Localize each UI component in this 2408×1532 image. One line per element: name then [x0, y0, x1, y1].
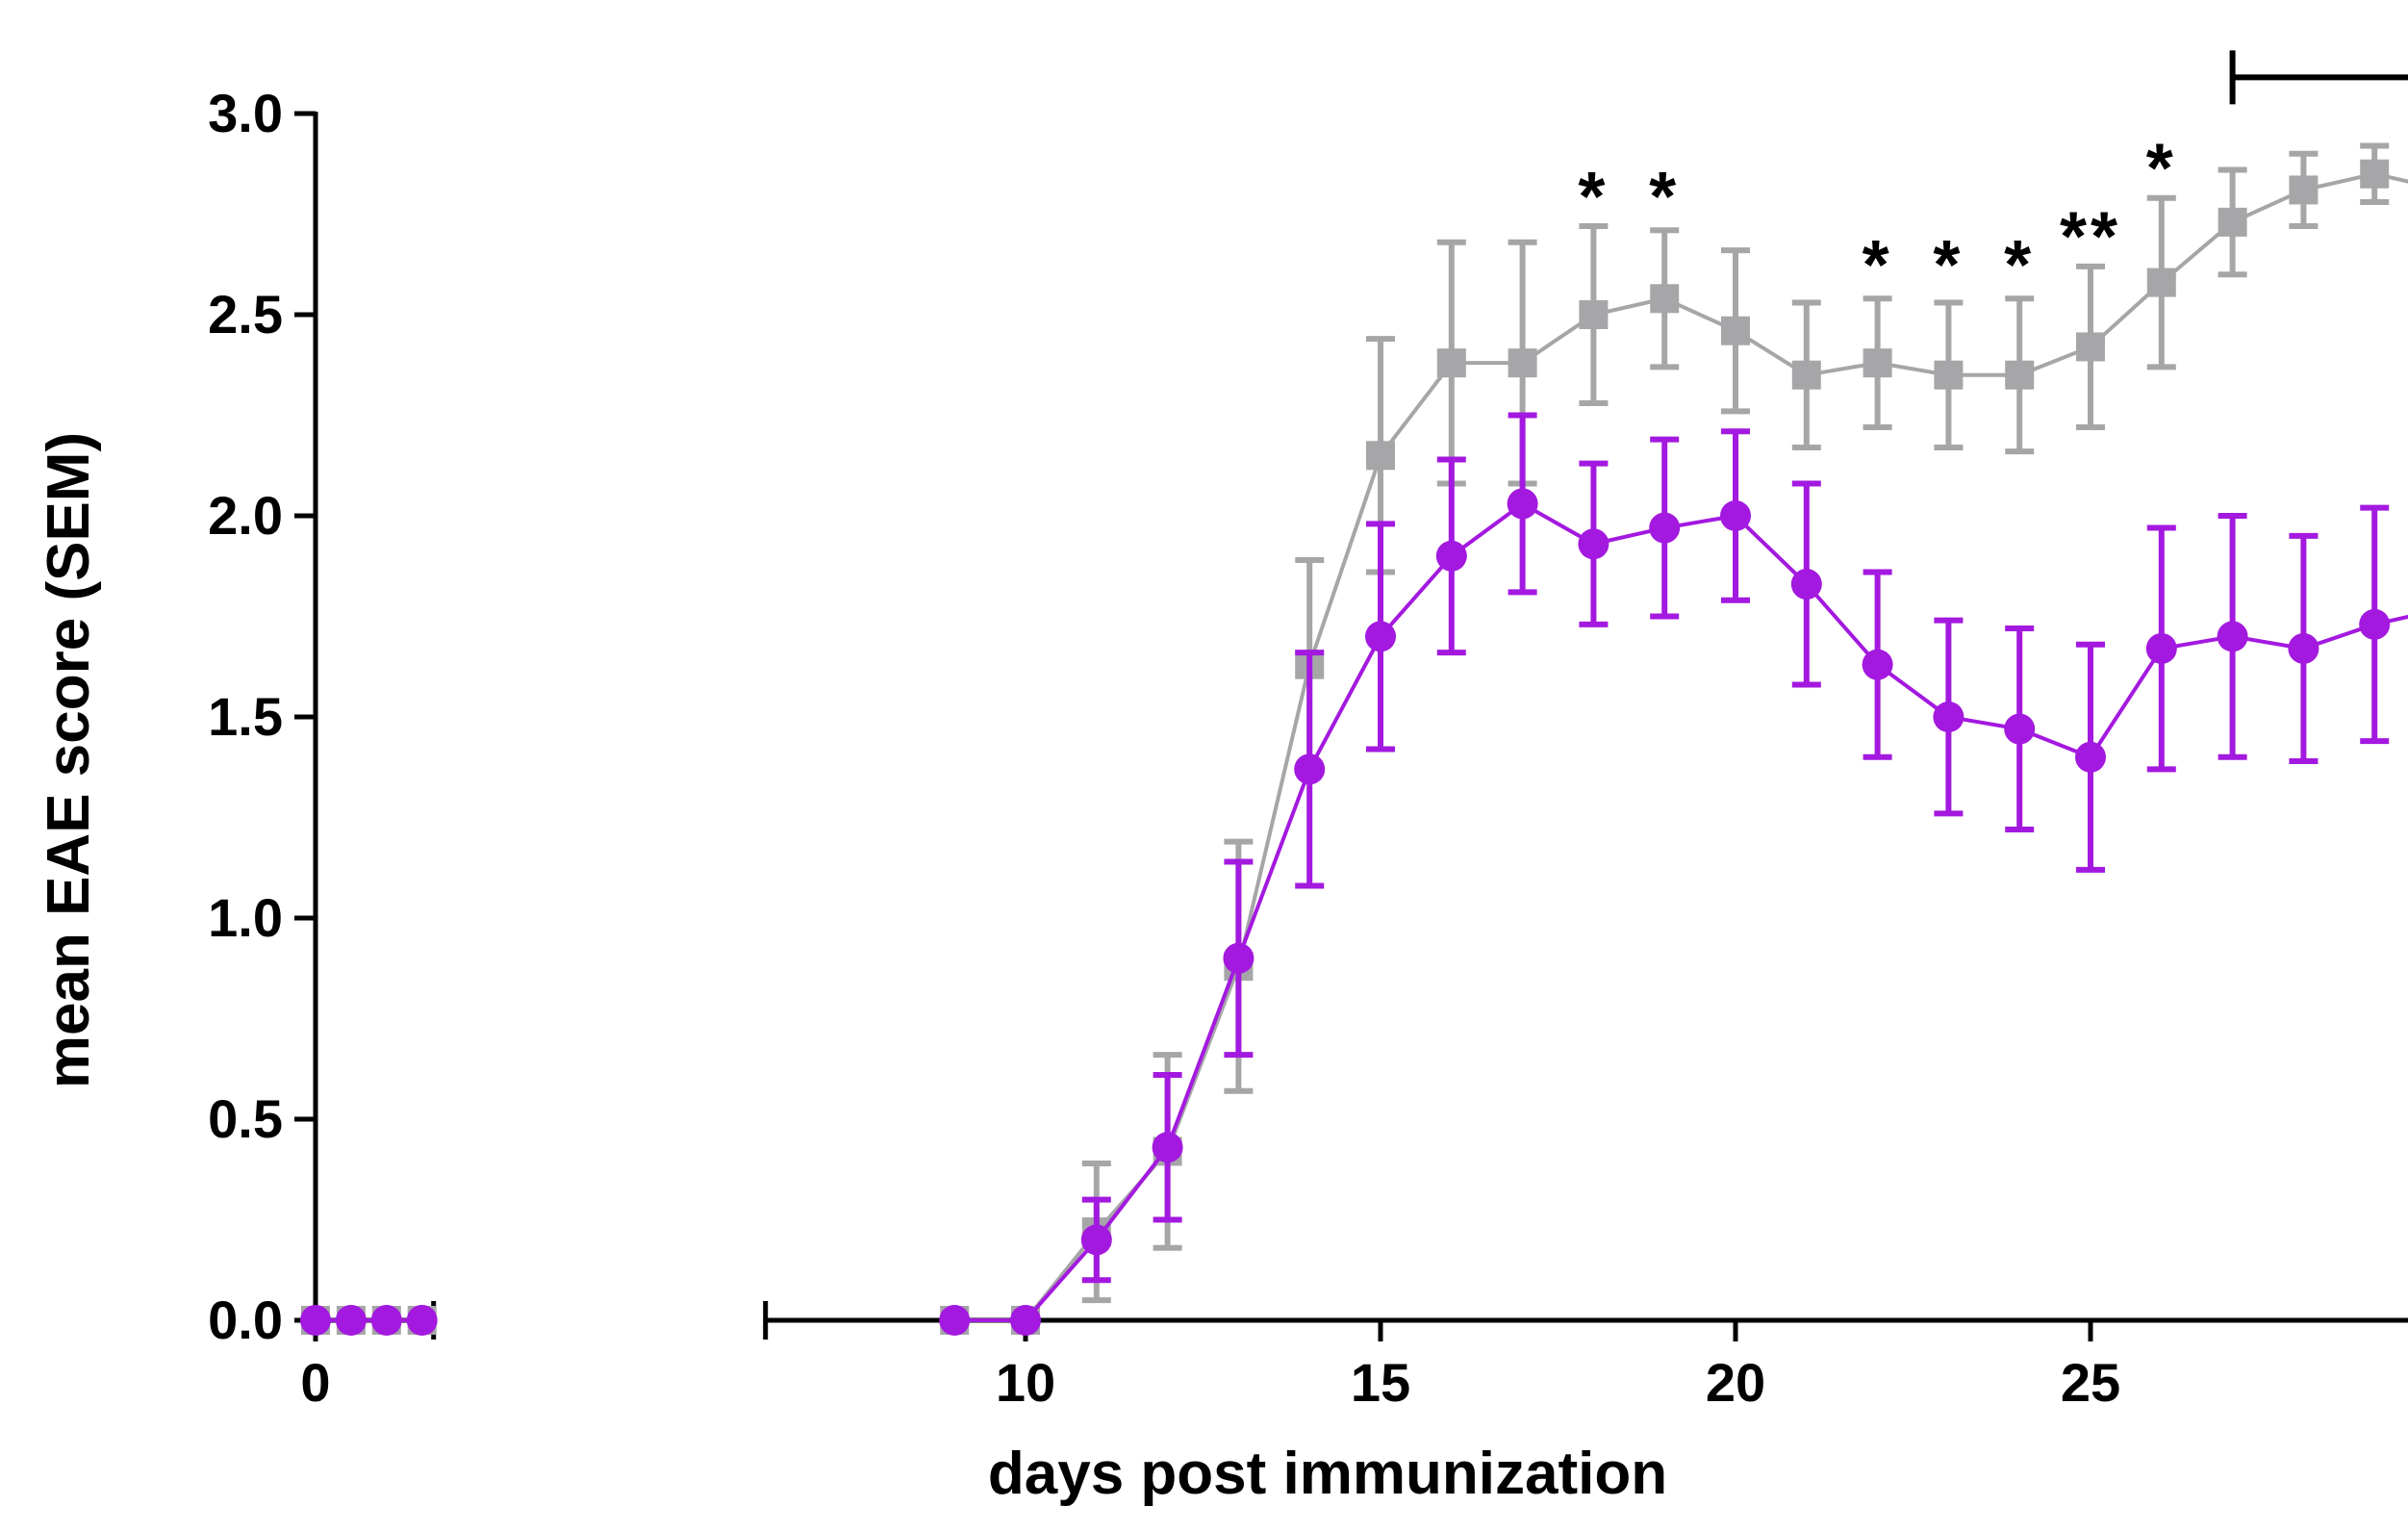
data-point-purple — [300, 1305, 331, 1336]
data-point-purple — [335, 1305, 367, 1336]
data-point-purple — [1010, 1305, 1041, 1336]
series-layer — [300, 142, 2408, 1336]
significance-star: * — [1578, 159, 1609, 236]
data-point-purple — [2145, 632, 2177, 664]
data-point-purple — [406, 1305, 438, 1336]
data-point-purple — [1152, 1132, 1183, 1163]
data-point-gray — [2360, 159, 2390, 189]
x-tick-label: 0 — [300, 1352, 330, 1413]
data-point-purple — [1578, 528, 1610, 560]
x-axis-title: days post immunization — [988, 1441, 1667, 1507]
data-point-purple — [1223, 942, 1255, 974]
data-point-gray — [1650, 284, 1680, 314]
significance-star: ** — [2060, 199, 2121, 276]
y-tick-label: 2.5 — [208, 284, 283, 345]
data-point-purple — [1507, 488, 1538, 520]
x-tick-label: 10 — [996, 1352, 1055, 1413]
data-point-purple — [1365, 621, 1396, 652]
y-tick-label: 2.0 — [208, 485, 283, 546]
data-point-gray — [1791, 360, 1821, 390]
y-tick-label: 1.5 — [208, 686, 283, 747]
axes-layer: 0.00.51.01.52.02.53.00101520253035 — [208, 83, 2408, 1413]
data-point-gray — [1508, 348, 1537, 378]
y-tick-label: 0.0 — [208, 1289, 283, 1350]
series-purple — [300, 412, 2408, 1336]
series-line-purple — [954, 501, 2408, 1322]
significance-star: * — [1933, 227, 1964, 304]
significance-star: * — [1649, 159, 1680, 236]
series-gray — [301, 142, 2408, 1335]
data-point-gray — [2146, 268, 2176, 297]
data-point-purple — [1933, 702, 1964, 732]
y-tick-label: 0.5 — [208, 1088, 283, 1149]
data-point-purple — [2004, 713, 2036, 745]
y-axis-title: mean EAE score (SEM) — [36, 432, 102, 1088]
data-point-purple — [2359, 608, 2391, 640]
data-point-purple — [2075, 741, 2106, 773]
y-tick-label: 3.0 — [208, 83, 283, 143]
x-tick-label: 15 — [1351, 1352, 1410, 1413]
significance-star: * — [1863, 227, 1893, 304]
data-point-gray — [1863, 348, 1892, 378]
data-point-purple — [1862, 649, 1893, 680]
data-point-gray — [2005, 360, 2035, 390]
annotation-layer: ************* — [1578, 50, 2408, 304]
y-tick-label: 1.0 — [208, 887, 283, 948]
data-point-purple — [1720, 500, 1751, 531]
data-point-gray — [1934, 360, 1964, 390]
significance-star: * — [2004, 227, 2035, 304]
x-tick-label: 25 — [2061, 1352, 2120, 1413]
data-point-purple — [1435, 540, 1467, 572]
data-point-purple — [1080, 1224, 1112, 1256]
data-point-gray — [1721, 316, 1750, 345]
data-point-gray — [2218, 207, 2247, 237]
data-point-purple — [1790, 569, 1822, 600]
data-point-purple — [370, 1305, 402, 1336]
data-point-gray — [1366, 441, 1395, 471]
data-point-gray — [2289, 175, 2319, 205]
data-point-purple — [2288, 632, 2319, 664]
data-point-purple — [1649, 512, 1681, 544]
data-point-purple — [2217, 621, 2248, 652]
x-tick-label: 20 — [1706, 1352, 1765, 1413]
significance-star: * — [2146, 131, 2177, 208]
data-point-purple — [939, 1305, 971, 1336]
data-point-gray — [1436, 348, 1466, 378]
data-point-gray — [1579, 300, 1609, 329]
data-point-purple — [1294, 753, 1326, 785]
data-point-gray — [2076, 332, 2105, 362]
